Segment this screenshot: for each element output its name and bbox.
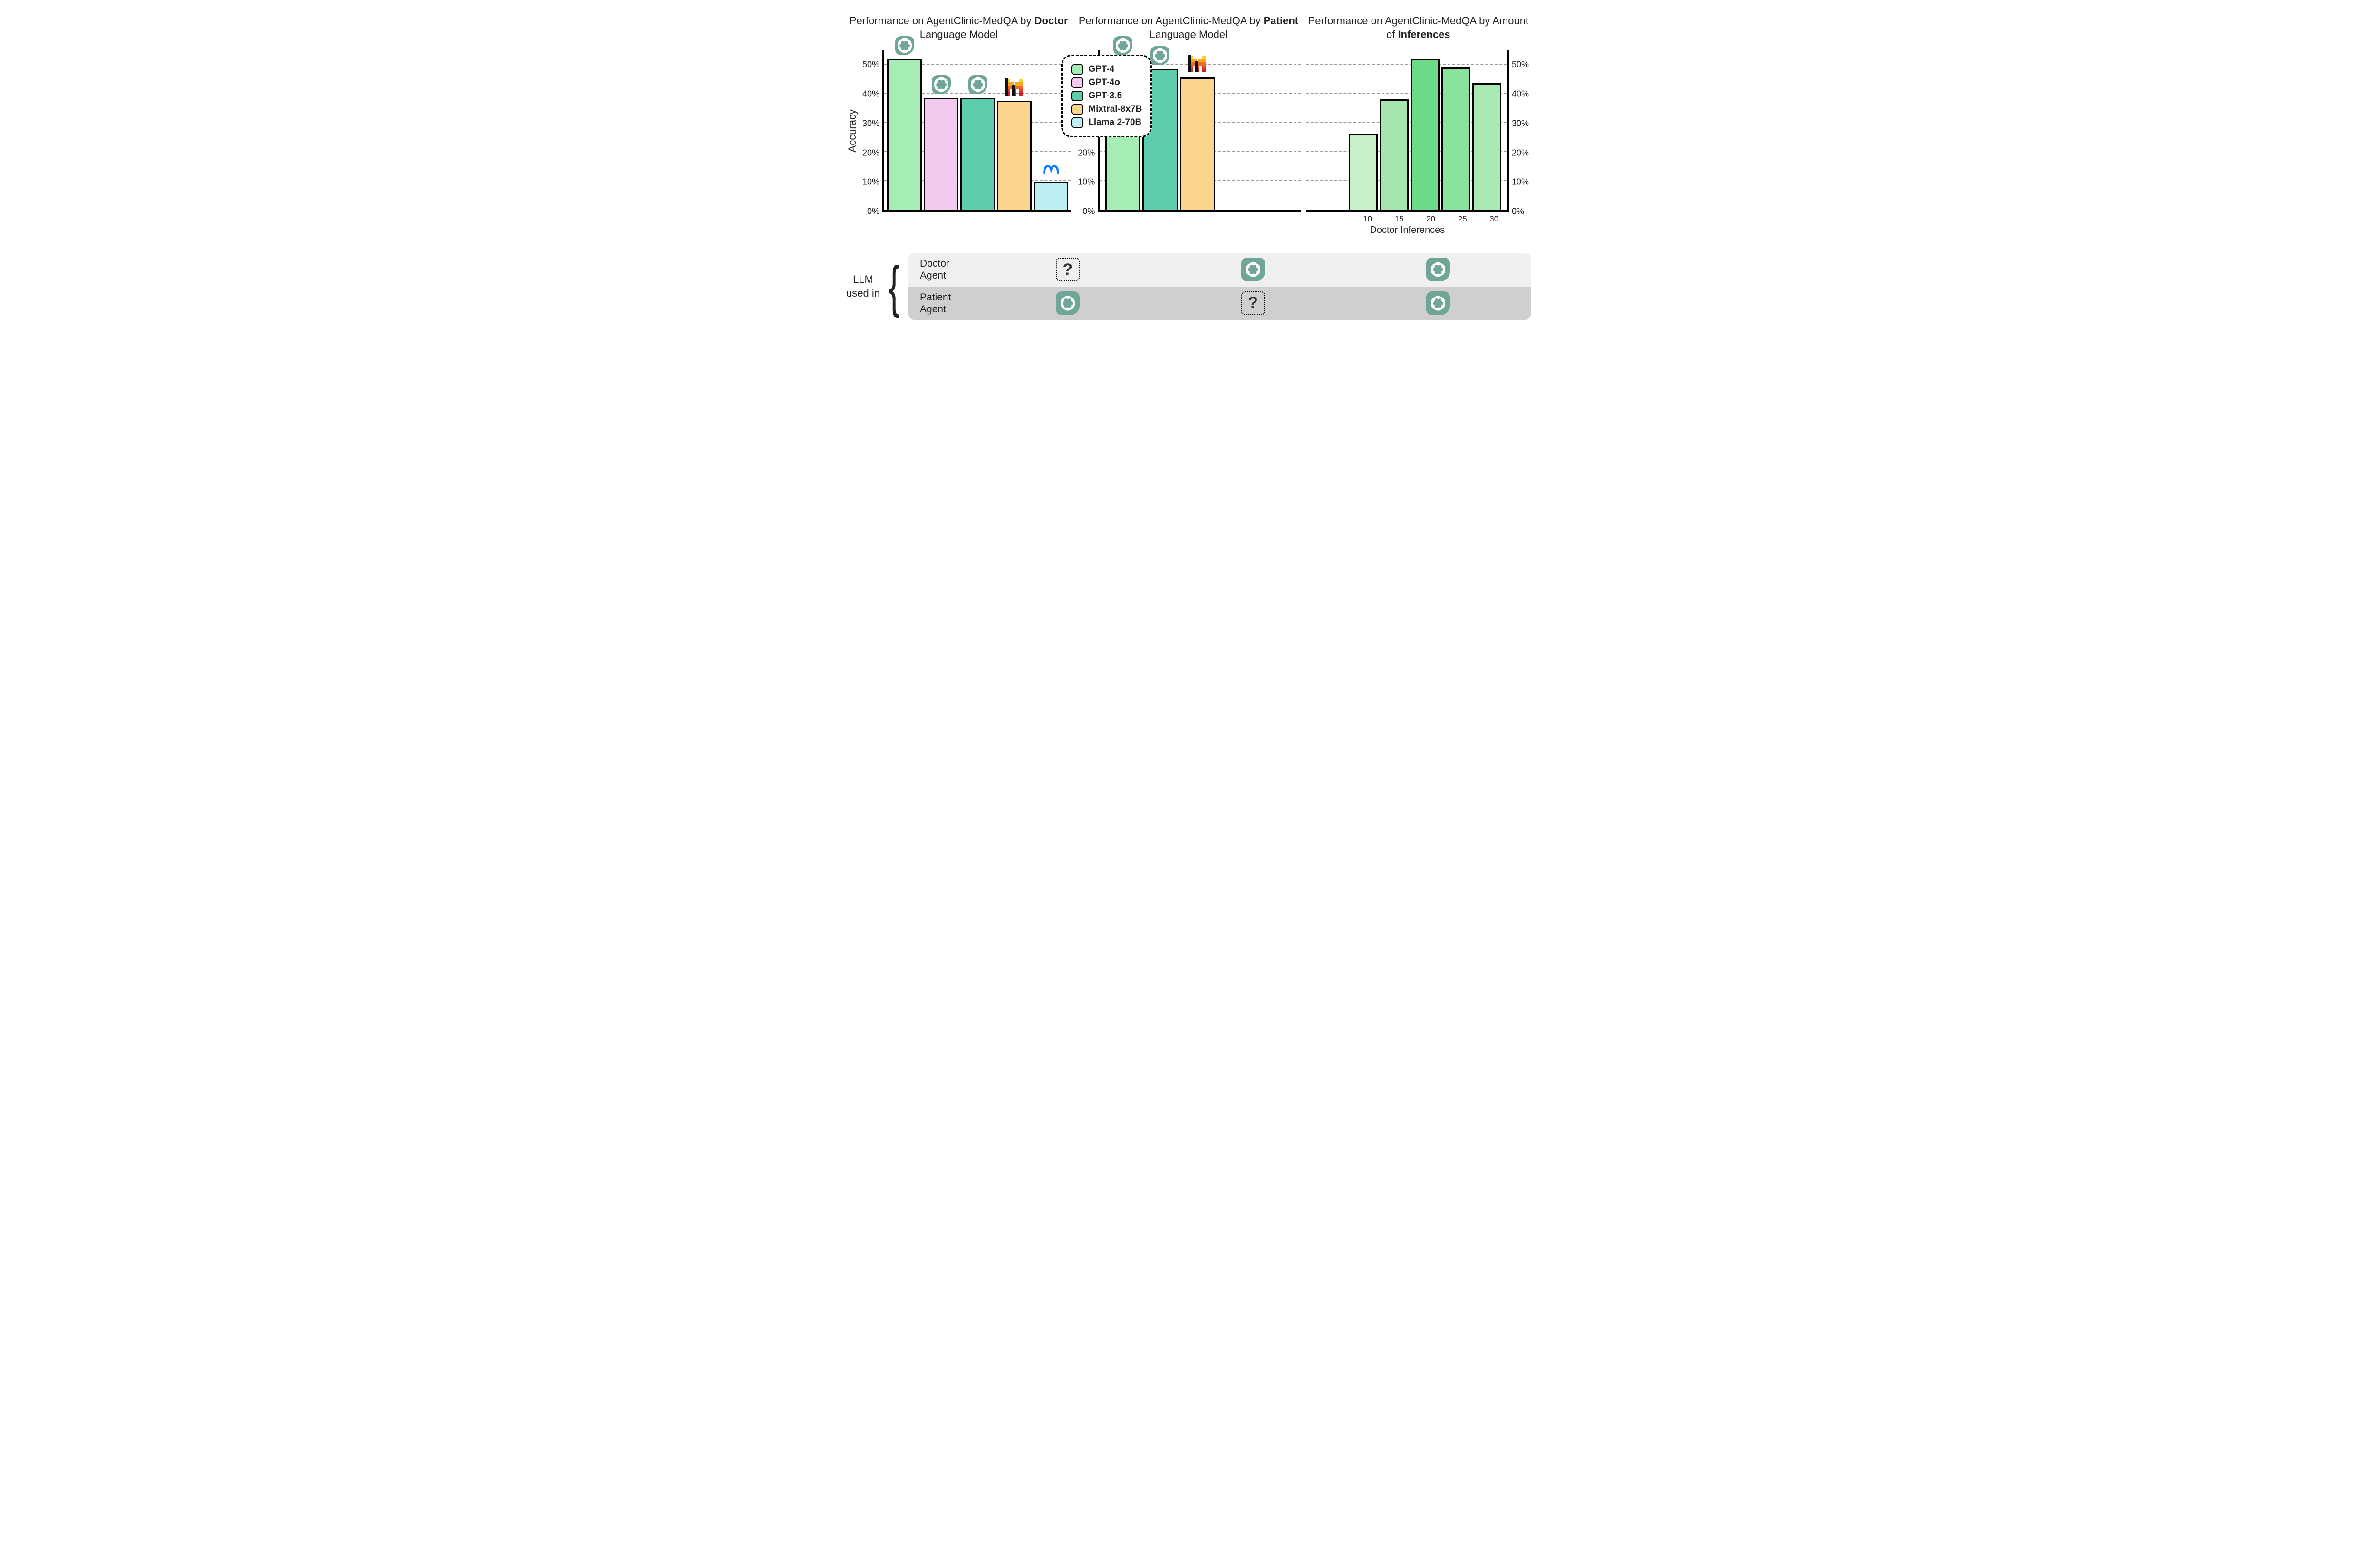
figure-root: Performance on AgentClinic-MedQA by Doct… bbox=[846, 14, 1531, 320]
bar bbox=[924, 98, 958, 210]
y-tick-label: 20% bbox=[1512, 148, 1529, 158]
bar bbox=[1180, 77, 1215, 210]
bar bbox=[960, 98, 995, 210]
openai-icon bbox=[1426, 291, 1450, 315]
chart-panel-doctor: Performance on AgentClinic-MedQA by Doct… bbox=[846, 14, 1071, 212]
y-tick-label: 40% bbox=[862, 89, 879, 99]
y-tick-label: 20% bbox=[1078, 148, 1095, 158]
agent-cell bbox=[975, 291, 1160, 315]
legend-item: Mixtral-8x7B bbox=[1071, 103, 1142, 116]
legend-label: GPT-4 bbox=[1088, 64, 1114, 75]
x-tick-label: 15 bbox=[1384, 214, 1414, 224]
bars-group bbox=[884, 50, 1071, 210]
chart-title: Performance on AgentClinic-MedQA by Pati… bbox=[1076, 14, 1301, 41]
agent-table-wrap: LLM used in { DoctorAgent ? PatientAgent… bbox=[846, 253, 1531, 320]
bar bbox=[1380, 99, 1409, 210]
bar bbox=[997, 101, 1032, 210]
x-tick-label: 30 bbox=[1479, 214, 1509, 224]
x-tick-label: 20 bbox=[1416, 214, 1446, 224]
openai-icon bbox=[1056, 291, 1080, 315]
openai-icon bbox=[895, 36, 914, 55]
openai-icon bbox=[1426, 258, 1450, 281]
legend-swatch bbox=[1071, 104, 1083, 115]
y-ticks: 0%10%20%30%40%50% bbox=[860, 50, 882, 212]
y-tick-label: 20% bbox=[862, 148, 879, 158]
plot-area: GPT-4 GPT-4o GPT-3.5 Mixtral-8x7B Llama … bbox=[882, 50, 1071, 212]
plot-wrap: Accuracy0%10%20%30%40%50% bbox=[846, 50, 1071, 212]
y-tick-label: 50% bbox=[862, 60, 879, 70]
bar bbox=[1472, 83, 1501, 210]
mistral-icon bbox=[1188, 55, 1207, 74]
bar bbox=[1411, 59, 1440, 210]
agent-cell bbox=[1345, 258, 1531, 281]
y-tick-label: 50% bbox=[1512, 60, 1529, 70]
curly-brace-icon: { bbox=[889, 264, 900, 309]
question-icon: ? bbox=[1056, 258, 1080, 281]
question-icon: ? bbox=[1241, 291, 1265, 315]
agent-cell bbox=[1345, 291, 1531, 315]
plot-wrap: 0%10%20%30%40%50% bbox=[1306, 50, 1531, 212]
legend-label: Llama 2-70B bbox=[1088, 117, 1141, 128]
y-tick-label: 10% bbox=[1512, 177, 1529, 187]
legend-item: GPT-4 bbox=[1071, 63, 1142, 76]
chart-title: Performance on AgentClinic-MedQA by Doct… bbox=[846, 14, 1071, 41]
legend-swatch bbox=[1071, 117, 1083, 128]
x-tick-label: 25 bbox=[1448, 214, 1478, 224]
y-tick-label: 10% bbox=[1078, 177, 1095, 187]
agent-cell: ? bbox=[975, 258, 1160, 281]
legend-label: Mixtral-8x7B bbox=[1088, 104, 1142, 115]
x-tick-label: 10 bbox=[1353, 214, 1382, 224]
legend-item: GPT-3.5 bbox=[1071, 89, 1142, 103]
agent-row-label: PatientAgent bbox=[908, 291, 975, 315]
y-ticks: 0%10%20%30%40%50% bbox=[1509, 50, 1531, 212]
y-tick-label: 0% bbox=[1512, 207, 1524, 217]
agent-row-doctor: DoctorAgent ? bbox=[908, 253, 1531, 286]
y-tick-label: 40% bbox=[1512, 89, 1529, 99]
y-axis-label: Accuracy bbox=[846, 109, 859, 152]
charts-row: Performance on AgentClinic-MedQA by Doct… bbox=[846, 14, 1531, 236]
openai-icon bbox=[1241, 258, 1265, 281]
bar bbox=[887, 59, 922, 210]
y-tick-label: 0% bbox=[867, 207, 879, 217]
y-tick-label: 30% bbox=[862, 118, 879, 128]
openai-icon bbox=[932, 75, 951, 94]
y-tick-label: 10% bbox=[862, 177, 879, 187]
chart-title: Performance on AgentClinic-MedQA by Amou… bbox=[1306, 14, 1531, 41]
chart-panel-inferences: Performance on AgentClinic-MedQA by Amou… bbox=[1306, 14, 1531, 236]
x-ticks: 1015202530 bbox=[1306, 212, 1531, 224]
legend-item: Llama 2-70B bbox=[1071, 116, 1142, 129]
openai-icon bbox=[1113, 36, 1132, 55]
x-axis-label: Doctor Inferences bbox=[1306, 225, 1531, 236]
agent-cell bbox=[1160, 258, 1346, 281]
agent-cell: ? bbox=[1160, 291, 1346, 315]
bar bbox=[1441, 67, 1470, 210]
legend-box: GPT-4 GPT-4o GPT-3.5 Mixtral-8x7B Llama … bbox=[1061, 55, 1152, 137]
agent-table: DoctorAgent ? PatientAgent ? bbox=[908, 253, 1531, 320]
llm-used-in-label: LLM used in bbox=[846, 273, 880, 300]
bars-group bbox=[1306, 50, 1507, 210]
legend-swatch bbox=[1071, 77, 1083, 88]
agent-row-label: DoctorAgent bbox=[908, 258, 975, 281]
bar bbox=[1034, 182, 1068, 210]
legend-swatch bbox=[1071, 91, 1083, 101]
legend-swatch bbox=[1071, 64, 1083, 75]
y-tick-label: 0% bbox=[1082, 207, 1095, 217]
openai-icon bbox=[968, 75, 987, 94]
plot-area bbox=[1306, 50, 1509, 212]
y-tick-label: 30% bbox=[1512, 118, 1529, 128]
bar bbox=[1349, 134, 1378, 210]
legend-label: GPT-4o bbox=[1088, 77, 1120, 88]
openai-icon bbox=[1150, 46, 1169, 65]
legend-item: GPT-4o bbox=[1071, 76, 1142, 89]
mistral-icon bbox=[1005, 78, 1024, 97]
legend-label: GPT-3.5 bbox=[1088, 91, 1122, 101]
meta-icon bbox=[1042, 159, 1061, 178]
agent-row-patient: PatientAgent ? bbox=[908, 287, 1531, 320]
